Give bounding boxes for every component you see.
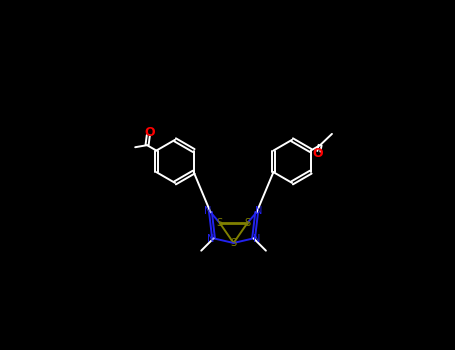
Text: S: S	[217, 218, 223, 228]
Text: O: O	[312, 147, 323, 160]
Text: N: N	[204, 206, 212, 216]
Text: N: N	[253, 234, 260, 244]
Text: N: N	[207, 234, 214, 244]
Text: N: N	[255, 206, 263, 216]
Text: O: O	[145, 126, 155, 139]
Text: S: S	[231, 238, 237, 248]
Text: S: S	[244, 218, 251, 228]
